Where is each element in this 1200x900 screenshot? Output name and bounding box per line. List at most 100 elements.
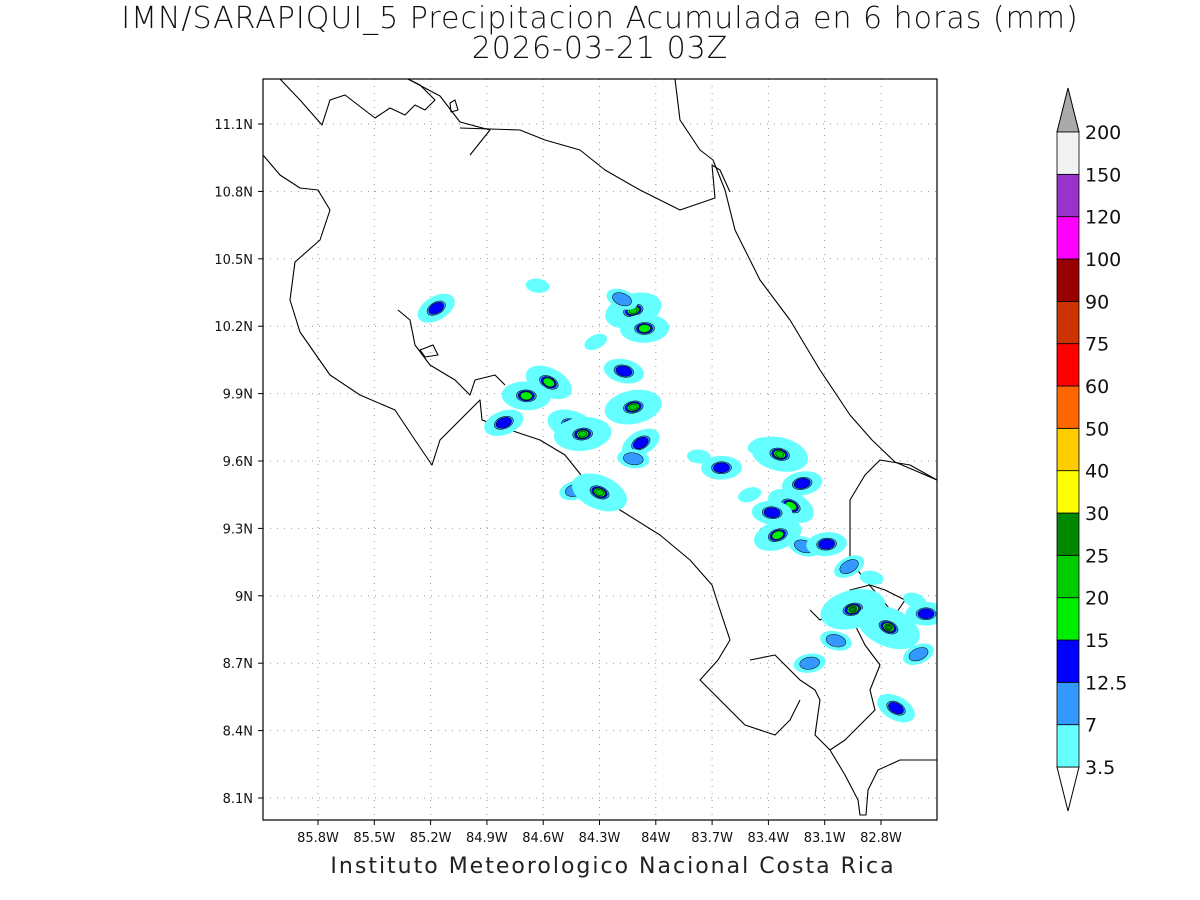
graticule	[263, 79, 937, 820]
colorbar-label: 15	[1085, 630, 1109, 652]
precip-contour-level	[584, 333, 608, 351]
lat-tick-label: 11.1N	[214, 118, 253, 133]
colorbar-label: 120	[1085, 207, 1121, 229]
lat-tick-label: 9.9N	[223, 388, 253, 403]
lat-tick-label: 8.4N	[223, 725, 253, 740]
precip-cell	[553, 417, 612, 452]
precip-contour-level	[633, 436, 649, 450]
precip-cell	[619, 314, 670, 343]
colorbar-label: 7	[1085, 715, 1097, 737]
lon-tick-label: 84.6W	[522, 831, 564, 846]
colorbar-label: 50	[1085, 418, 1109, 440]
precip-contour-level	[799, 656, 820, 670]
lon-tick-label: 84W	[641, 831, 671, 846]
colorbar-label: 12.5	[1085, 672, 1127, 694]
precip-cell	[617, 449, 650, 469]
burica	[829, 749, 937, 816]
colorbar-swatch	[1056, 554, 1080, 599]
precip-contour-level	[428, 302, 444, 315]
precip-cell	[738, 487, 762, 503]
precip-contour-level	[713, 462, 730, 473]
lat-tick-label: 8.1N	[223, 792, 253, 807]
precip-contour-level	[885, 624, 892, 630]
precip-cell	[572, 473, 627, 512]
lon-tick-label: 82.8W	[860, 831, 902, 846]
colorbar-label: 200	[1085, 122, 1121, 144]
lat-tick-label: 9.3N	[223, 522, 253, 537]
colorbar-swatch	[1056, 131, 1080, 175]
lon-tick-label: 83.1W	[804, 831, 846, 846]
precip-contour-level	[839, 559, 859, 574]
precip-cell	[834, 555, 865, 578]
lon-tick-label: 85.5W	[353, 831, 395, 846]
colorbar-label: 25	[1085, 545, 1109, 567]
precip-contour-level	[775, 450, 784, 458]
colorbar-swatch	[1056, 343, 1080, 387]
pacific-coast-north	[263, 154, 801, 736]
precip-cell	[525, 278, 550, 293]
precip-contour-level	[615, 365, 633, 377]
precip-cell	[751, 500, 793, 525]
precip-contour-level	[849, 606, 857, 612]
precip-contour-level	[638, 324, 651, 333]
lon-tick-label: 85.8W	[297, 831, 339, 846]
precip-contour-level	[917, 608, 935, 620]
plot-frame	[262, 78, 938, 821]
precip-cell	[793, 653, 826, 673]
lon-tick-label: 84.9W	[466, 831, 508, 846]
colorbar-label: 150	[1085, 164, 1121, 186]
lon-tick-label: 85.2W	[410, 831, 452, 846]
precip-contour-level	[578, 430, 587, 438]
precip-contour-level	[818, 538, 835, 550]
colorbar-label: 40	[1085, 461, 1109, 483]
lat-tick-label: 10.2N	[214, 320, 253, 335]
precip-cell	[751, 436, 808, 472]
lake-nicaragua-shore	[407, 79, 491, 156]
lon-tick-label: 83.4W	[747, 831, 789, 846]
colorbar-label: 20	[1085, 588, 1109, 610]
precip-contour-level	[825, 634, 847, 648]
nicoya-gulf	[397, 309, 506, 396]
colorbar-label: 60	[1085, 376, 1109, 398]
colorbar-legend: 3.5 7 12.5 15 20 25 30 40 50 60 75 90 100 120 150 200	[1056, 87, 1127, 812]
precip-contour-level	[686, 449, 711, 464]
precip-contour-level	[520, 391, 533, 401]
precip-cell	[686, 449, 711, 464]
colorbar-label: 30	[1085, 503, 1109, 525]
lat-tick-label: 10.5N	[214, 253, 253, 268]
precip-contour-level	[738, 487, 762, 503]
colorbar-swatch	[1056, 681, 1080, 726]
colorbar-swatch	[1056, 639, 1080, 683]
colorbar-min-arrow	[1056, 766, 1080, 812]
lat-tick-label: 9.6N	[223, 455, 253, 470]
colorbar-swatch	[1056, 173, 1080, 218]
precip-cell	[903, 643, 934, 665]
precip-cell	[877, 693, 915, 723]
precip-contour-level	[525, 278, 550, 293]
precip-cell	[903, 592, 927, 608]
northern-border	[459, 127, 731, 211]
precip-contour-level	[763, 507, 781, 518]
precipitation-contours	[417, 278, 937, 723]
precip-cell	[781, 471, 823, 496]
lat-tick-label: 8.7N	[223, 657, 253, 672]
precip-cell	[820, 630, 852, 651]
precip-cell	[806, 532, 847, 557]
coastline-borders	[263, 79, 937, 816]
colorbar-swatch	[1056, 724, 1080, 768]
precip-cell	[417, 293, 455, 323]
precip-cell	[905, 601, 937, 626]
precip-contour-level	[542, 377, 555, 388]
precip-cell	[484, 409, 524, 436]
colorbar-swatch	[1056, 385, 1080, 429]
precip-cell	[857, 605, 920, 650]
precip-cell	[501, 381, 551, 411]
colorbar-label: 100	[1085, 249, 1121, 271]
lon-tick-label: 83.7W	[691, 831, 733, 846]
map-title: IMN/SARAPIQUI_5 Precipitacion Acumulada …	[121, 1, 1079, 36]
lon-tick-label: 84.3W	[579, 831, 621, 846]
precip-contour-level	[495, 417, 512, 429]
precip-cell	[584, 333, 608, 351]
precip-cell	[701, 455, 742, 480]
